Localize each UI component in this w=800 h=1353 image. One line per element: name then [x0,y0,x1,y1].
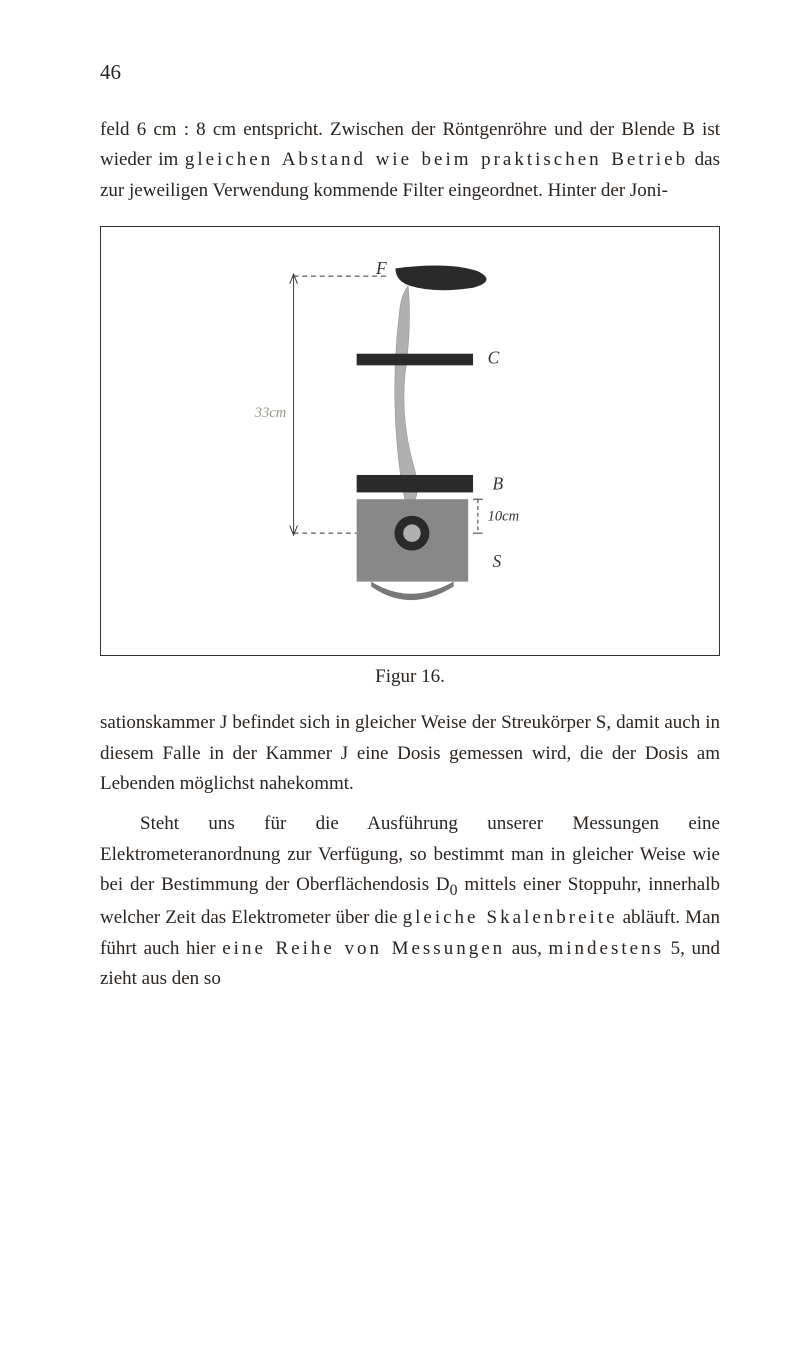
label-F: F [375,258,387,278]
page-number: 46 [100,60,720,85]
para3-spaced1: gleiche Skalenbreite [403,907,618,928]
bar-C [357,354,473,366]
bulb-shape [395,266,486,291]
paragraph-2: sationskammer J befindet sich in gleiche… [100,708,720,799]
para1-spaced1: gleichen Abstand wie beim praktischen Be… [185,149,688,170]
label-10cm: 10cm [488,509,520,525]
para3-spaced3: mindestens [548,938,664,959]
bar-B [357,475,473,492]
chamber-inner [403,525,420,542]
paragraph-3: Steht uns für die Ausführung unserer Mes… [100,809,720,994]
label-33cm: 33cm [254,405,287,421]
para3-text4: aus, [505,938,548,959]
para3-sub: 0 [450,882,458,899]
foot-shadow [371,582,453,600]
para3-spaced2: eine Reihe von Mes­sungen [222,938,505,959]
label-C: C [488,348,500,368]
label-S: S [492,551,501,571]
figure-container: F C 33cm B 10cm S [100,226,720,656]
label-B: B [492,474,503,494]
beam-cone [395,286,418,501]
figure-caption: Figur 16. [100,666,720,688]
paragraph-1: feld 6 cm : 8 cm entspricht. Zwischen de… [100,115,720,206]
figure-svg: F C 33cm B 10cm S [121,247,699,635]
